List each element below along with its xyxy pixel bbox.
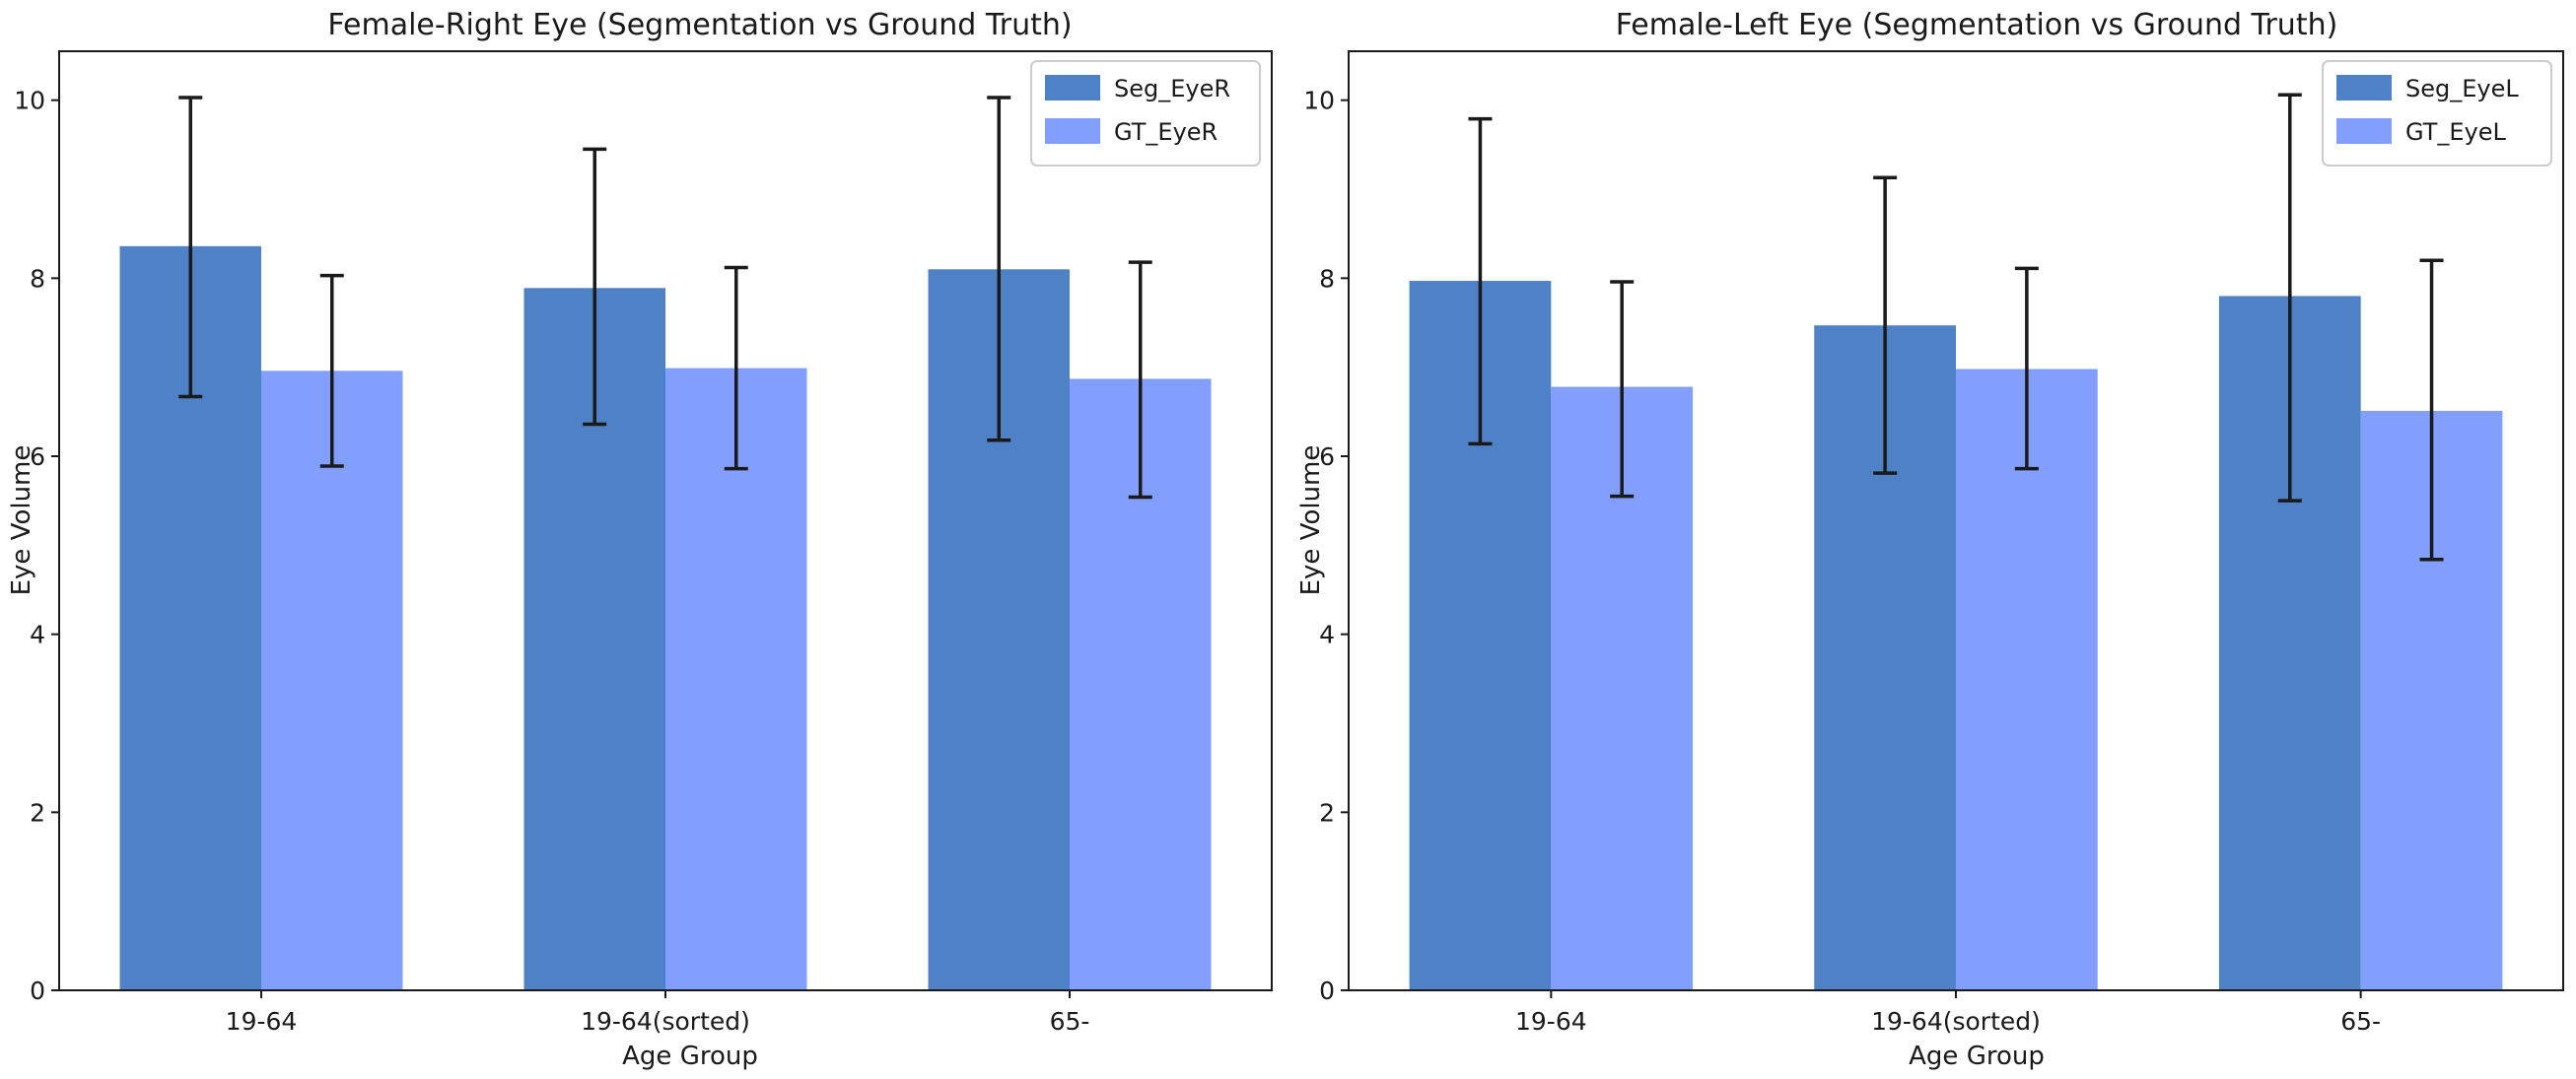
y-tick-label: 4 (30, 621, 45, 649)
y-axis-label: Eye Volume (1296, 445, 1326, 596)
legend-swatch (2336, 75, 2392, 101)
legend-label: GT_EyeR (1114, 118, 1218, 146)
bar (1956, 369, 2098, 990)
x-axis-label: Age Group (1909, 1042, 2045, 1071)
error-bars (178, 96, 1152, 500)
legend-label: Seg_EyeL (2405, 75, 2519, 102)
legend: Seg_EyeR GT_EyeR (1030, 60, 1261, 167)
x-tick-label: 19-64 (1515, 1007, 1587, 1036)
y-tick-label: 10 (14, 87, 45, 115)
legend-swatch (1045, 118, 1100, 144)
x-tick-label: 19-64(sorted) (1871, 1007, 2041, 1036)
chart-title: Female-Left Eye (Segmentation vs Ground … (1616, 8, 2338, 42)
y-tick-label: 0 (30, 977, 45, 1005)
y-tick-label: 0 (1319, 977, 1335, 1005)
x-tick-label: 19-64(sorted) (581, 1007, 750, 1036)
legend-swatch (1045, 75, 1100, 101)
y-tick-label: 6 (1319, 442, 1335, 471)
y-tick-label: 8 (30, 264, 45, 293)
y-axis-label: Eye Volume (7, 445, 36, 596)
plot-frame (1348, 50, 2564, 991)
x-tick-label: 65- (1050, 1007, 1090, 1036)
x-tick-label: 65- (2340, 1007, 2381, 1036)
legend-label: Seg_EyeR (1114, 75, 1230, 102)
y-tick-label: 2 (1319, 798, 1335, 827)
y-tick-label: 10 (1303, 87, 1335, 115)
legend-swatch (2336, 118, 2392, 144)
bar (665, 368, 807, 990)
bars (119, 245, 1212, 990)
x-ticks: 19-64 19-64(sorted) 65- (1515, 990, 2381, 1036)
x-tick-label: 19-64 (226, 1007, 298, 1036)
y-tick-label: 4 (1319, 621, 1335, 649)
y-tick-label: 6 (30, 442, 45, 471)
x-axis-label: Age Group (622, 1042, 758, 1071)
y-tick-label: 2 (30, 798, 45, 827)
bar (261, 371, 403, 990)
plot-frame (58, 50, 1273, 991)
y-ticks: 0 2 4 6 8 10 (14, 87, 59, 1005)
legend-label: GT_EyeL (2405, 118, 2507, 146)
x-ticks: 19-64 19-64(sorted) 65- (226, 990, 1090, 1036)
chart-title: Female-Right Eye (Segmentation vs Ground… (327, 8, 1072, 42)
y-tick-label: 8 (1319, 264, 1335, 293)
error-bars (1468, 93, 2444, 562)
chart-left-eye: Female-Left Eye (Segmentation vs Ground … (1296, 8, 2564, 1071)
bars (1409, 281, 2503, 991)
chart-right-eye: Female-Right Eye (Segmentation vs Ground… (7, 8, 1273, 1071)
y-ticks: 0 2 4 6 8 10 (1303, 87, 1349, 1005)
legend: Seg_EyeL GT_EyeL (2322, 60, 2552, 167)
